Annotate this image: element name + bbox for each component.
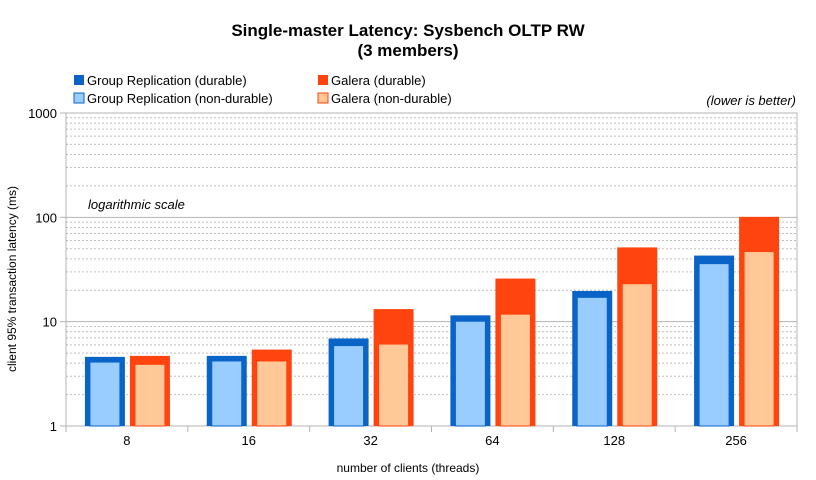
bar-galera-nondurable-32 [378, 343, 410, 427]
legend: Group Replication (durable) Group Replica… [73, 73, 452, 106]
y-axis-label: client 95% transaction latency (ms) [5, 186, 19, 372]
bar-gr-nondurable-32 [333, 345, 365, 427]
y-tick-label: 10 [43, 315, 57, 330]
bar-galera-nondurable-8 [134, 363, 166, 427]
bars [84, 216, 780, 427]
x-tick-label: 16 [242, 433, 256, 448]
bar-gr-nondurable-8 [89, 361, 121, 427]
y-tick-label: 100 [35, 210, 57, 225]
legend-swatch [317, 92, 329, 104]
legend-swatch [318, 75, 328, 85]
x-tick-label: 128 [603, 433, 625, 448]
y-tick-label: 1000 [28, 106, 57, 121]
plot-grid [66, 112, 797, 427]
legend-label: Galera (durable) [331, 73, 426, 88]
bar-gr-nondurable-64 [454, 320, 486, 427]
plot-frame [65, 112, 798, 427]
x-tick-label: 8 [123, 433, 130, 448]
x-tick-label: 32 [363, 433, 377, 448]
bar-galera-nondurable-16 [256, 360, 288, 427]
x-tick-label: 64 [485, 433, 499, 448]
x-axis-label: number of clients (threads) [337, 461, 480, 475]
bar-gr-nondurable-128 [576, 296, 608, 427]
y-axis-ticks: 1 10 100 1000 [28, 106, 66, 434]
legend-label: Group Replication (non-durable) [87, 91, 273, 106]
bar-gr-nondurable-16 [211, 360, 243, 427]
y-tick-label: 1 [50, 419, 57, 434]
bar-gr-nondurable-256 [698, 263, 730, 427]
x-axis-categories: 8 16 32 64 128 256 [65, 426, 798, 448]
bar-galera-nondurable-256 [743, 251, 775, 427]
log-scale-note: logarithmic scale [88, 197, 185, 212]
legend-label: Galera (non-durable) [331, 91, 452, 106]
bar-galera-nondurable-128 [621, 283, 653, 427]
lower-is-better-note: (lower is better) [706, 93, 796, 108]
legend-label: Group Replication (durable) [87, 73, 247, 88]
chart-title: Single-master Latency: Sysbench OLTP RW [231, 21, 585, 40]
chart-subtitle: (3 members) [357, 41, 458, 60]
legend-swatch [74, 75, 84, 85]
x-tick-label: 256 [725, 433, 747, 448]
legend-swatch [73, 92, 85, 104]
bar-galera-nondurable-64 [499, 313, 531, 427]
